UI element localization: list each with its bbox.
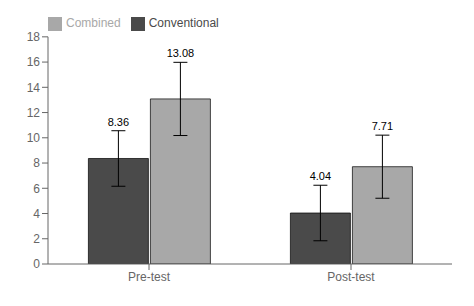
svg-text:2: 2 (33, 232, 40, 246)
svg-text:10: 10 (27, 131, 41, 145)
svg-text:16: 16 (27, 55, 41, 69)
svg-text:18: 18 (27, 30, 41, 44)
svg-text:0: 0 (33, 257, 40, 271)
svg-text:4: 4 (33, 207, 40, 221)
html-text:Conventional: Conventional (148, 16, 219, 30)
svg-text:8: 8 (33, 156, 40, 170)
html-text:Combined: Combined (66, 16, 121, 30)
svg-text:6: 6 (33, 182, 40, 196)
svg-text:13.08: 13.08 (167, 47, 195, 59)
svg-text:7.71: 7.71 (372, 120, 393, 132)
svg-text:Pre-test: Pre-test (128, 270, 171, 284)
svg-text:4.04: 4.04 (310, 170, 331, 182)
svg-text:Post-test: Post-test (327, 270, 375, 284)
svg-text:12: 12 (27, 106, 41, 120)
svg-text:8.36: 8.36 (108, 116, 129, 128)
svg-text:14: 14 (27, 81, 41, 95)
